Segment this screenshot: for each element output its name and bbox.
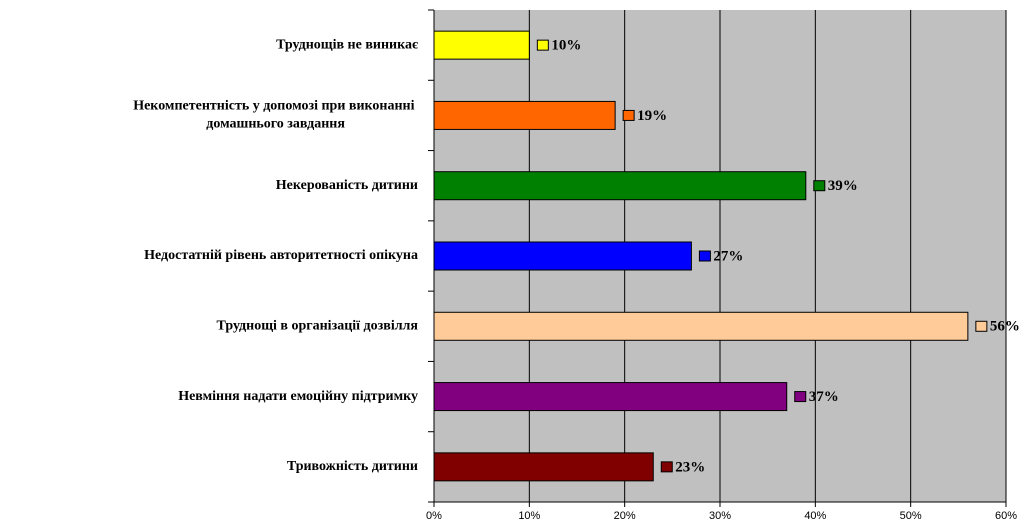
bar	[433, 241, 692, 271]
label-key	[975, 320, 988, 332]
x-tick-label: 50%	[900, 510, 922, 522]
category-label: Труднощів не виникає	[276, 37, 418, 52]
bar	[433, 452, 654, 482]
x-tick-label: 10%	[518, 510, 540, 522]
value-label: 39%	[828, 178, 858, 194]
value-label: 10%	[551, 38, 581, 54]
category-label: Некерованість дитини	[276, 178, 418, 193]
x-tick-label: 60%	[995, 510, 1017, 522]
category-label: Тривожність дитини	[287, 459, 418, 474]
label-key	[794, 391, 807, 403]
bar	[433, 311, 969, 341]
value-label: 19%	[637, 108, 667, 124]
bar	[433, 171, 807, 201]
label-key	[698, 250, 711, 262]
value-label: 37%	[809, 389, 839, 405]
value-label: 27%	[713, 248, 743, 264]
category-label: Недостатній рівень авторитетності опікун…	[144, 248, 418, 263]
label-key	[813, 180, 826, 192]
x-tick-label: 40%	[804, 510, 826, 522]
bar	[433, 100, 616, 130]
label-key	[622, 109, 635, 121]
label-key	[660, 461, 673, 473]
bar	[433, 382, 788, 412]
x-tick-label: 20%	[614, 510, 636, 522]
x-tick-label: 30%	[709, 510, 731, 522]
label-key	[536, 39, 549, 51]
value-label: 56%	[990, 319, 1020, 335]
x-tick-label: 0%	[426, 510, 442, 522]
category-label: Некомпетентність у допомозі при виконанн…	[133, 99, 418, 132]
bar	[433, 30, 530, 60]
value-label: 23%	[675, 459, 705, 475]
category-label: Невміння надати емоційну підтримку	[178, 389, 418, 404]
category-label: Труднощі в організації дозвілля	[217, 319, 419, 334]
